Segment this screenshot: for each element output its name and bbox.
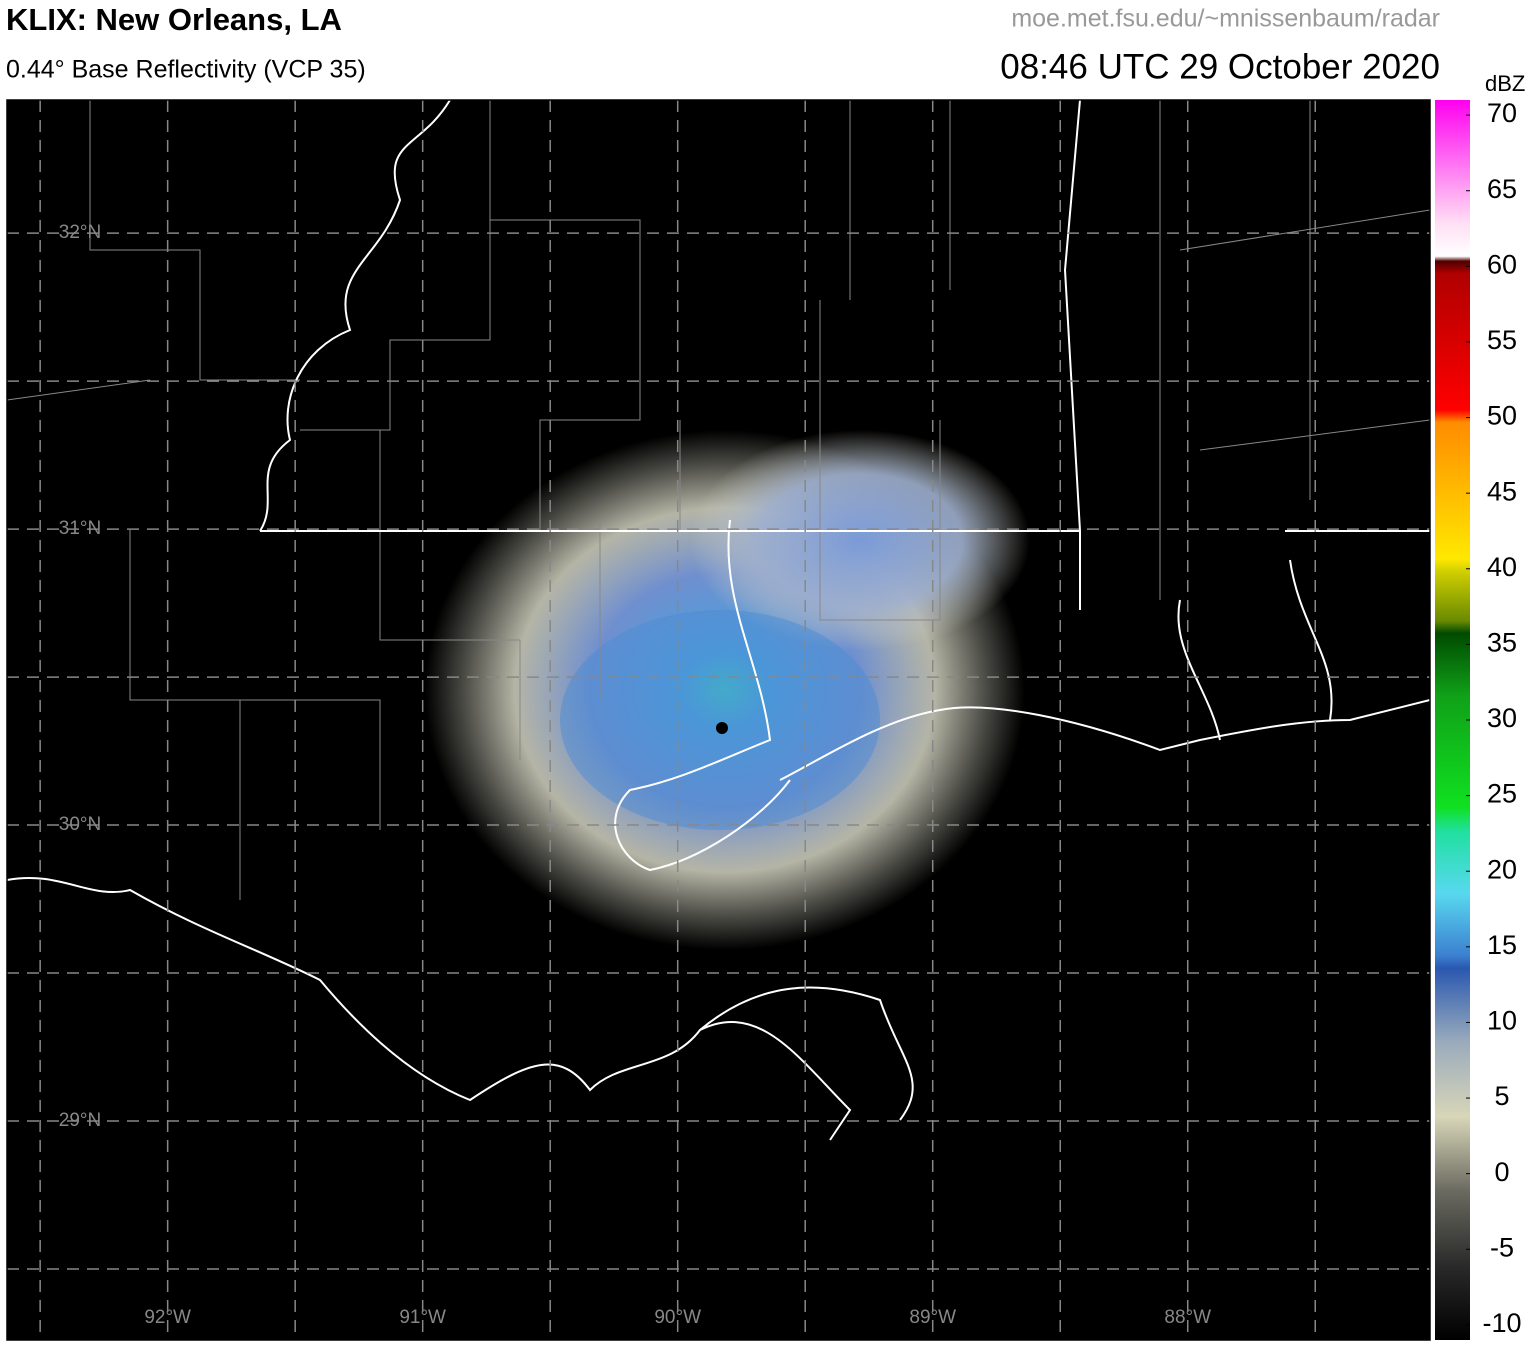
colorbar-label: 15	[1487, 930, 1517, 960]
colorbar-label: 55	[1487, 325, 1517, 355]
colorbar-label: -5	[1490, 1232, 1514, 1262]
radar-site	[716, 722, 728, 734]
lon-label: 91°W	[399, 1307, 446, 1328]
lat-label: 29°N	[59, 1110, 101, 1131]
colorbar-label: -10	[1482, 1308, 1521, 1338]
colorbar-label: 70	[1487, 98, 1517, 128]
colorbar	[1435, 100, 1470, 1340]
colorbar-label: 40	[1487, 552, 1517, 582]
colorbar-label: 65	[1487, 174, 1517, 204]
colorbar-label: 50	[1487, 401, 1517, 431]
lon-label: 88°W	[1164, 1307, 1211, 1328]
colorbar-label: 10	[1487, 1006, 1517, 1036]
colorbar-unit: dBZ	[1485, 71, 1525, 96]
colorbar-label: 60	[1487, 249, 1517, 279]
lat-label: 32°N	[59, 222, 101, 243]
lat-label: 30°N	[59, 814, 101, 835]
radar-echo	[560, 610, 880, 830]
lat-label: 31°N	[59, 518, 101, 539]
map-frame	[6, 99, 1431, 1341]
colorbar-label: 0	[1494, 1157, 1509, 1187]
colorbar-label: 25	[1487, 779, 1517, 809]
lon-label: 89°W	[909, 1307, 956, 1328]
colorbar-label: 20	[1487, 854, 1517, 884]
title: KLIX: New Orleans, LA	[6, 2, 342, 37]
source: moe.met.fsu.edu/~mnissenbaum/radar	[1011, 5, 1440, 33]
lon-label: 92°W	[144, 1307, 191, 1328]
colorbar-label: 45	[1487, 476, 1517, 506]
colorbar-label: 35	[1487, 628, 1517, 658]
colorbar-label: 30	[1487, 703, 1517, 733]
state-lines	[7, 100, 1430, 1141]
timestamp: 08:46 UTC 29 October 2020	[1000, 47, 1440, 86]
colorbar-label: 5	[1494, 1081, 1509, 1111]
lon-label: 90°W	[654, 1307, 701, 1328]
map-layers	[7, 100, 1430, 1340]
subtitle: 0.44° Base Reflectivity (VCP 35)	[6, 56, 366, 84]
graticule	[7, 100, 1430, 1340]
county-lines	[7, 100, 1430, 900]
radar-echo	[690, 430, 1030, 650]
